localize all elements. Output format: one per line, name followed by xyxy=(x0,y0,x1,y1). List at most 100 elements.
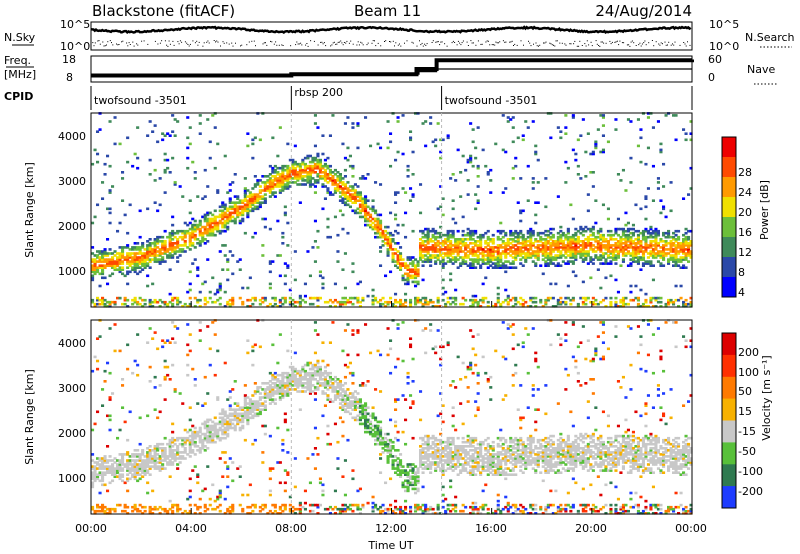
power-cell xyxy=(326,191,330,194)
power-cell xyxy=(148,120,152,123)
power-cell xyxy=(131,164,135,168)
power-cell xyxy=(464,252,468,255)
power-cell xyxy=(501,300,505,304)
velocity-cell xyxy=(148,505,152,509)
nsearch-point xyxy=(282,45,284,46)
power-cell xyxy=(138,248,142,251)
power-cell xyxy=(346,298,350,302)
power-cell xyxy=(474,260,478,263)
power-cell xyxy=(684,138,688,142)
power-cell xyxy=(298,177,302,180)
power-cell xyxy=(526,229,530,233)
power-cell xyxy=(651,126,655,129)
velocity-cell xyxy=(101,404,105,407)
velocity-cell xyxy=(231,422,235,426)
power-cell xyxy=(466,250,470,253)
power-cell xyxy=(311,296,315,300)
power-cell xyxy=(441,292,445,296)
power-cell xyxy=(141,244,145,247)
power-cell xyxy=(206,233,210,237)
power-cell xyxy=(476,126,480,129)
nsearch-point xyxy=(177,41,179,43)
velocity-cell xyxy=(96,503,100,507)
power-cell xyxy=(486,235,490,239)
power-cell xyxy=(273,195,277,198)
power-cell xyxy=(116,260,120,263)
velocity-cell xyxy=(293,351,297,355)
power-cell xyxy=(141,305,145,308)
power-cell xyxy=(431,248,435,251)
velocity-cell xyxy=(248,483,252,487)
power-cell xyxy=(163,240,167,243)
velocity-cell xyxy=(281,382,285,385)
power-cell xyxy=(586,250,590,253)
velocity-cell xyxy=(148,365,152,369)
power-cell xyxy=(584,229,588,233)
power-cell xyxy=(93,264,97,267)
power-cell xyxy=(631,227,635,231)
velocity-cell xyxy=(103,473,107,476)
power-cell xyxy=(156,240,160,243)
power-cell xyxy=(211,221,215,225)
power-cell xyxy=(376,219,380,223)
power-cell xyxy=(376,213,380,217)
power-cell xyxy=(556,231,560,235)
power-cell xyxy=(576,305,580,308)
power-cell xyxy=(316,298,320,302)
power-cell xyxy=(313,260,317,263)
power-cell xyxy=(216,290,220,294)
power-cell xyxy=(684,231,688,235)
power-cell xyxy=(333,179,337,182)
power-cell xyxy=(574,252,578,255)
power-cell xyxy=(171,114,175,117)
velocity-cell xyxy=(176,509,180,513)
power-cell xyxy=(662,207,666,211)
nsearch-point xyxy=(169,43,171,45)
power-cell xyxy=(581,240,585,243)
power-cell xyxy=(479,252,483,255)
power-cell xyxy=(221,244,225,247)
nsearch-point xyxy=(198,41,200,43)
velocity-cell xyxy=(138,442,142,446)
velocity-cell xyxy=(98,467,102,470)
power-cell xyxy=(469,233,473,237)
power-cell xyxy=(113,260,117,263)
power-cell xyxy=(173,181,177,184)
power-cell xyxy=(531,181,535,184)
power-cell xyxy=(223,203,227,207)
velocity-cell xyxy=(188,503,192,507)
power-cell xyxy=(426,300,430,304)
velocity-cell xyxy=(198,438,202,442)
power-cell xyxy=(404,278,408,282)
velocity-cell xyxy=(136,469,140,472)
power-cell xyxy=(646,262,650,265)
nsearch-point xyxy=(99,43,101,45)
velocity-cell xyxy=(133,459,137,462)
velocity-cell xyxy=(278,461,282,464)
power-cell xyxy=(444,248,448,251)
velocity-cell xyxy=(216,497,220,501)
power-cell xyxy=(293,177,297,180)
velocity-cell xyxy=(126,469,130,472)
power-cell xyxy=(163,250,167,253)
power-cell xyxy=(554,248,558,251)
velocity-cell xyxy=(268,469,272,472)
velocity-cell xyxy=(258,404,262,407)
power-cell xyxy=(601,244,605,247)
power-cell xyxy=(476,250,480,253)
power-cell xyxy=(464,262,468,265)
power-cell xyxy=(246,144,250,148)
power-cell xyxy=(529,238,533,241)
velocity-cell xyxy=(151,489,155,493)
power-cell xyxy=(416,264,420,267)
velocity-cell xyxy=(216,428,220,432)
velocity-cell xyxy=(161,467,165,470)
power-cell xyxy=(396,266,400,269)
power-cell xyxy=(106,254,110,257)
power-cell xyxy=(166,305,170,308)
power-cell xyxy=(531,177,535,180)
velocity-cell xyxy=(153,453,157,456)
power-cell xyxy=(96,270,100,274)
velocity-cell xyxy=(248,404,252,407)
nsearch-point xyxy=(129,44,131,45)
